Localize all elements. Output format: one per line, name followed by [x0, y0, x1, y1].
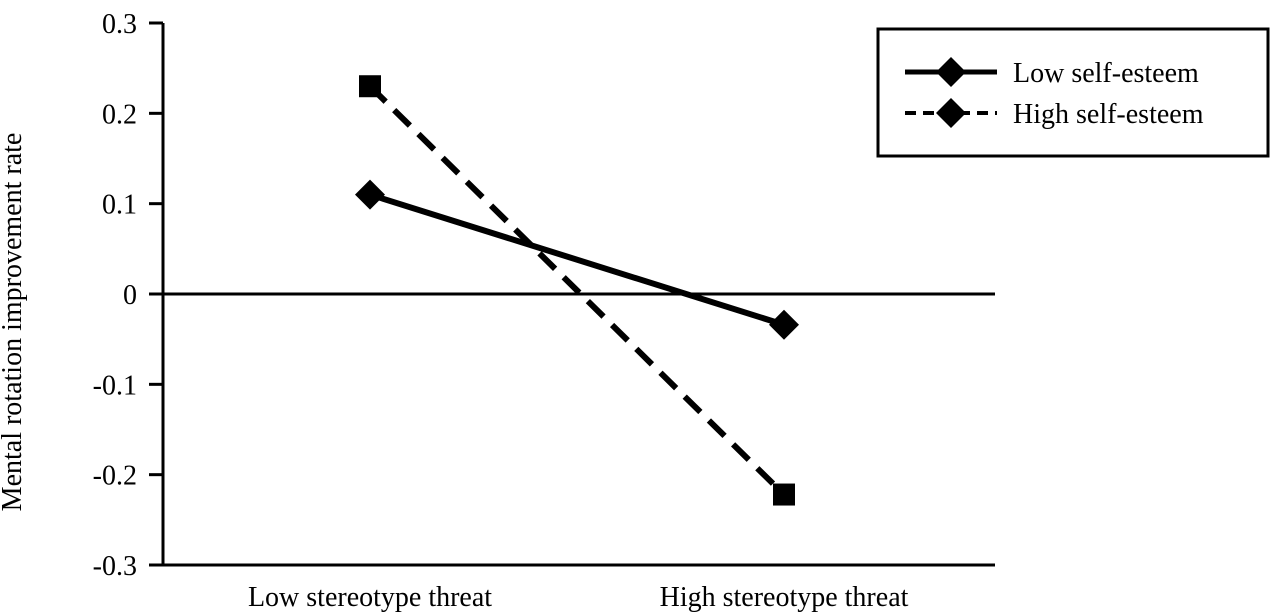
x-category-label: High stereotype threat: [660, 582, 909, 613]
y-tick-label: -0.2: [93, 461, 137, 492]
y-axis-title: Mental rotation improvement rate: [0, 133, 28, 512]
y-tick-label: 0: [123, 280, 137, 311]
data-point: [355, 179, 385, 210]
series-line: [367, 84, 787, 497]
series-layer: [355, 75, 799, 506]
series-high-self-esteem: [359, 75, 795, 506]
legend-label: High self-esteem: [1013, 99, 1204, 130]
legend: Low self-esteem High self-esteem: [876, 27, 1270, 158]
x-categories: Low stereotype threat High stereotype thr…: [248, 582, 909, 613]
y-ticks: 0.3 0.2 0.1 0 -0.1 -0.2 -0.3: [93, 9, 163, 582]
legend-marker: [936, 98, 966, 128]
y-tick-label: 0.2: [102, 99, 137, 130]
data-point: [769, 309, 799, 340]
series-low-self-esteem: [355, 179, 799, 340]
series-line: [369, 191, 785, 328]
y-tick-label: 0.3: [102, 9, 137, 40]
axes: Mental rotation improvement rate: [0, 23, 995, 567]
data-point: [773, 483, 795, 506]
y-tick-label: 0.1: [102, 190, 137, 221]
legend-box: [876, 27, 1270, 158]
x-category-label: Low stereotype threat: [248, 582, 492, 613]
y-tick-label: -0.3: [93, 551, 137, 582]
y-tick-label: -0.1: [93, 370, 137, 401]
data-point: [359, 75, 381, 98]
legend-label: Low self-esteem: [1013, 58, 1199, 89]
legend-marker: [936, 57, 966, 87]
